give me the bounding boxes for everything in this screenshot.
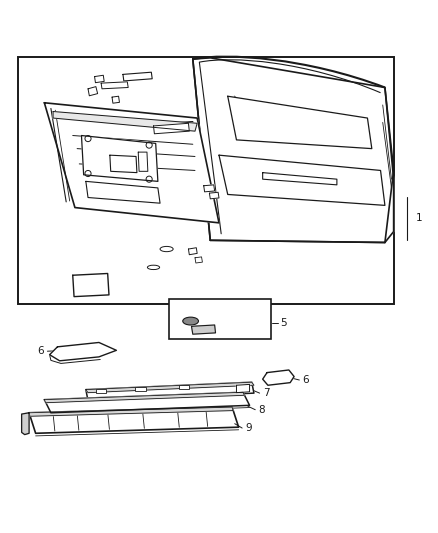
Polygon shape bbox=[86, 382, 254, 400]
Polygon shape bbox=[29, 407, 239, 433]
Polygon shape bbox=[112, 96, 120, 103]
Polygon shape bbox=[29, 407, 233, 416]
Text: 5: 5 bbox=[280, 318, 287, 328]
Polygon shape bbox=[195, 257, 202, 263]
Text: 8: 8 bbox=[258, 405, 265, 415]
Polygon shape bbox=[53, 111, 197, 131]
Text: 6: 6 bbox=[37, 346, 43, 356]
Polygon shape bbox=[209, 192, 219, 199]
Polygon shape bbox=[44, 392, 250, 413]
Polygon shape bbox=[73, 273, 109, 297]
Bar bbox=[169, 299, 272, 338]
Polygon shape bbox=[228, 96, 372, 149]
Polygon shape bbox=[49, 343, 117, 361]
Polygon shape bbox=[191, 325, 215, 334]
Ellipse shape bbox=[183, 317, 198, 325]
Polygon shape bbox=[81, 135, 158, 181]
Polygon shape bbox=[86, 382, 254, 393]
Text: 7: 7 bbox=[263, 388, 269, 398]
Polygon shape bbox=[101, 82, 128, 89]
Polygon shape bbox=[110, 155, 137, 173]
Polygon shape bbox=[153, 123, 189, 134]
Bar bbox=[179, 385, 189, 389]
Polygon shape bbox=[263, 370, 294, 385]
Bar bbox=[18, 57, 394, 304]
Polygon shape bbox=[237, 384, 250, 393]
Polygon shape bbox=[138, 152, 148, 171]
Polygon shape bbox=[219, 155, 385, 205]
Polygon shape bbox=[88, 87, 98, 96]
Polygon shape bbox=[21, 413, 29, 434]
Polygon shape bbox=[263, 173, 337, 185]
Bar bbox=[96, 389, 106, 393]
Polygon shape bbox=[86, 181, 160, 203]
Polygon shape bbox=[204, 185, 215, 192]
Polygon shape bbox=[123, 72, 152, 81]
Polygon shape bbox=[169, 122, 194, 130]
Polygon shape bbox=[193, 58, 394, 243]
Text: 3: 3 bbox=[174, 315, 180, 325]
Polygon shape bbox=[44, 103, 219, 223]
Text: 6: 6 bbox=[302, 375, 309, 385]
Bar bbox=[135, 387, 146, 391]
Text: 9: 9 bbox=[245, 423, 252, 433]
Polygon shape bbox=[44, 392, 244, 403]
Text: 1: 1 bbox=[416, 214, 422, 223]
Polygon shape bbox=[188, 248, 197, 255]
Polygon shape bbox=[95, 75, 104, 83]
